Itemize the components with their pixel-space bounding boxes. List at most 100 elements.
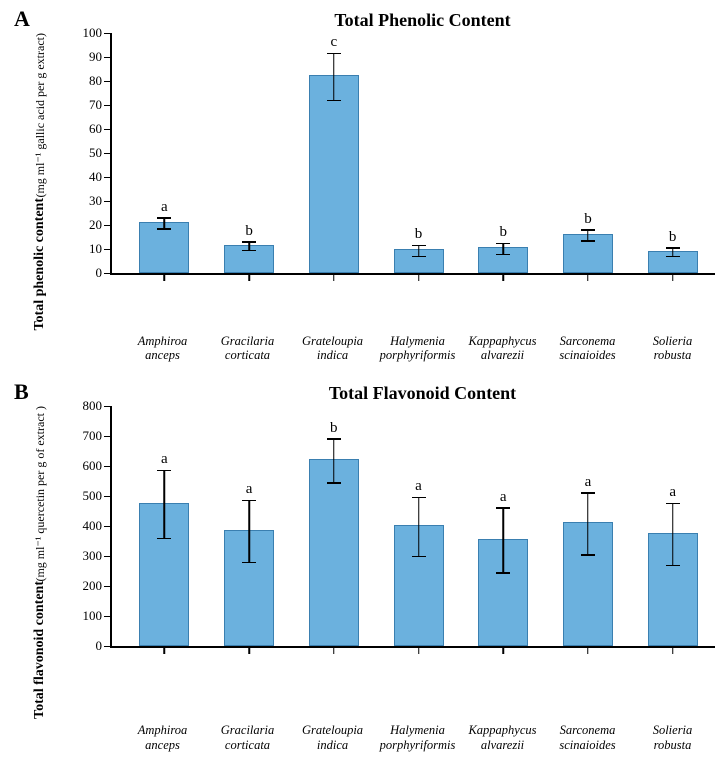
error-cap-bottom [242, 250, 256, 252]
significance-letter: a [415, 478, 422, 495]
ytick-label: 10 [89, 241, 112, 257]
chart-b-ylabel-sub: (mg ml⁻¹ quercetin per g of extract ) [33, 406, 48, 582]
xtick [333, 646, 335, 654]
error-bar [248, 500, 250, 563]
bar-slot: a [546, 406, 631, 646]
ytick-label: 800 [83, 398, 113, 414]
error-cap-bottom [412, 556, 426, 558]
error-cap-top [412, 497, 426, 499]
chart-a-plot: 0102030405060708090100abcbbbb [110, 33, 715, 275]
significance-letter: c [330, 34, 337, 51]
significance-letter: b [499, 224, 507, 241]
error-cap-top [412, 245, 426, 247]
xtick [248, 646, 250, 654]
bar-slot: a [461, 406, 546, 646]
x-axis-label: Gracilariacorticata [205, 723, 290, 752]
error-cap-bottom [157, 228, 171, 230]
chart-b-plot: 0100200300400500600700800aabaaaa [110, 406, 715, 648]
bars-row: aabaaaa [112, 406, 715, 646]
error-cap-top [666, 503, 680, 505]
chart-a-ylabel-sub: (mg ml⁻¹ gallic acid per g extract) [33, 33, 48, 198]
x-axis-label: Grateloupiaindica [290, 723, 375, 752]
bar-slot: c [291, 33, 376, 273]
error-cap-top [496, 243, 510, 245]
error-cap-bottom [496, 572, 510, 574]
bar [309, 459, 359, 646]
x-axis-label: Sarconemascinaioides [545, 723, 630, 752]
ytick-label: 200 [83, 578, 113, 594]
ytick-label: 100 [83, 608, 113, 624]
error-cap-bottom [327, 482, 341, 484]
error-cap-bottom [496, 254, 510, 256]
error-cap-bottom [412, 256, 426, 258]
xtick [164, 273, 166, 281]
panel-letter-b: B [14, 379, 29, 405]
error-bar [333, 53, 335, 101]
ytick-label: 80 [89, 73, 112, 89]
ytick-label: 40 [89, 169, 112, 185]
chart-b-ylabels: (mg ml⁻¹ quercetin per g of extract ) To… [10, 406, 70, 719]
bar-slot: a [207, 406, 292, 646]
error-cap-bottom [666, 565, 680, 567]
bars-row: abcbbbb [112, 33, 715, 273]
error-cap-bottom [581, 554, 595, 556]
ytick-label: 70 [89, 97, 112, 113]
significance-letter: a [246, 481, 253, 498]
x-axis-label: Amphiroaanceps [120, 334, 205, 363]
x-axis-label: Sarconemascinaioides [545, 334, 630, 363]
ytick-label: 0 [96, 638, 113, 654]
significance-letter: b [584, 211, 592, 228]
significance-letter: a [161, 451, 168, 468]
bar-slot: a [630, 406, 715, 646]
significance-letter: b [245, 223, 253, 240]
error-cap-bottom [327, 100, 341, 102]
x-axis-label: Amphiroaanceps [120, 723, 205, 752]
ytick-label: 700 [83, 428, 113, 444]
error-bar [672, 503, 674, 566]
x-axis-label: Gracilariacorticata [205, 334, 290, 363]
significance-letter: b [330, 420, 338, 437]
error-bar [502, 508, 504, 574]
significance-letter: a [669, 484, 676, 501]
error-bar [418, 497, 420, 557]
bar-slot: b [461, 33, 546, 273]
error-cap-top [242, 241, 256, 243]
error-cap-top [496, 507, 510, 509]
ytick-label: 600 [83, 458, 113, 474]
chart-a-title: Total Phenolic Content [120, 10, 715, 31]
ytick-label: 0 [96, 265, 113, 281]
error-bar [164, 470, 166, 539]
ytick-label: 20 [89, 217, 112, 233]
error-cap-top [581, 229, 595, 231]
error-cap-bottom [581, 240, 595, 242]
xtick [672, 646, 674, 654]
chart-a-xlabels: AmphiroaancepsGracilariacorticataGratelo… [110, 330, 715, 363]
xtick [248, 273, 250, 281]
xtick [587, 646, 589, 654]
error-cap-bottom [157, 538, 171, 540]
bar-slot: a [122, 406, 207, 646]
ytick-label: 30 [89, 193, 112, 209]
bar-slot: b [546, 33, 631, 273]
chart-b-wrap: (mg ml⁻¹ quercetin per g of extract ) To… [10, 406, 715, 719]
x-axis-label: Grateloupiaindica [290, 334, 375, 363]
chart-b-title: Total Flavonoid Content [120, 383, 715, 404]
error-cap-top [157, 470, 171, 472]
error-cap-top [581, 492, 595, 494]
error-bar [587, 493, 589, 556]
error-cap-bottom [242, 562, 256, 564]
error-cap-top [327, 53, 341, 55]
bar [309, 75, 359, 273]
ytick-label: 90 [89, 49, 112, 65]
error-cap-bottom [666, 256, 680, 258]
ytick-label: 400 [83, 518, 113, 534]
chart-a-ylabels: (mg ml⁻¹ gallic acid per g extract) Tota… [10, 33, 70, 330]
ytick-label: 60 [89, 121, 112, 137]
xtick [587, 273, 589, 281]
x-axis-label: Solieriarobusta [630, 334, 715, 363]
error-cap-top [157, 217, 171, 219]
error-cap-top [327, 438, 341, 440]
error-bar [333, 439, 335, 484]
panel-a: A Total Phenolic Content (mg ml⁻¹ gallic… [10, 10, 715, 363]
chart-a-wrap: (mg ml⁻¹ gallic acid per g extract) Tota… [10, 33, 715, 330]
